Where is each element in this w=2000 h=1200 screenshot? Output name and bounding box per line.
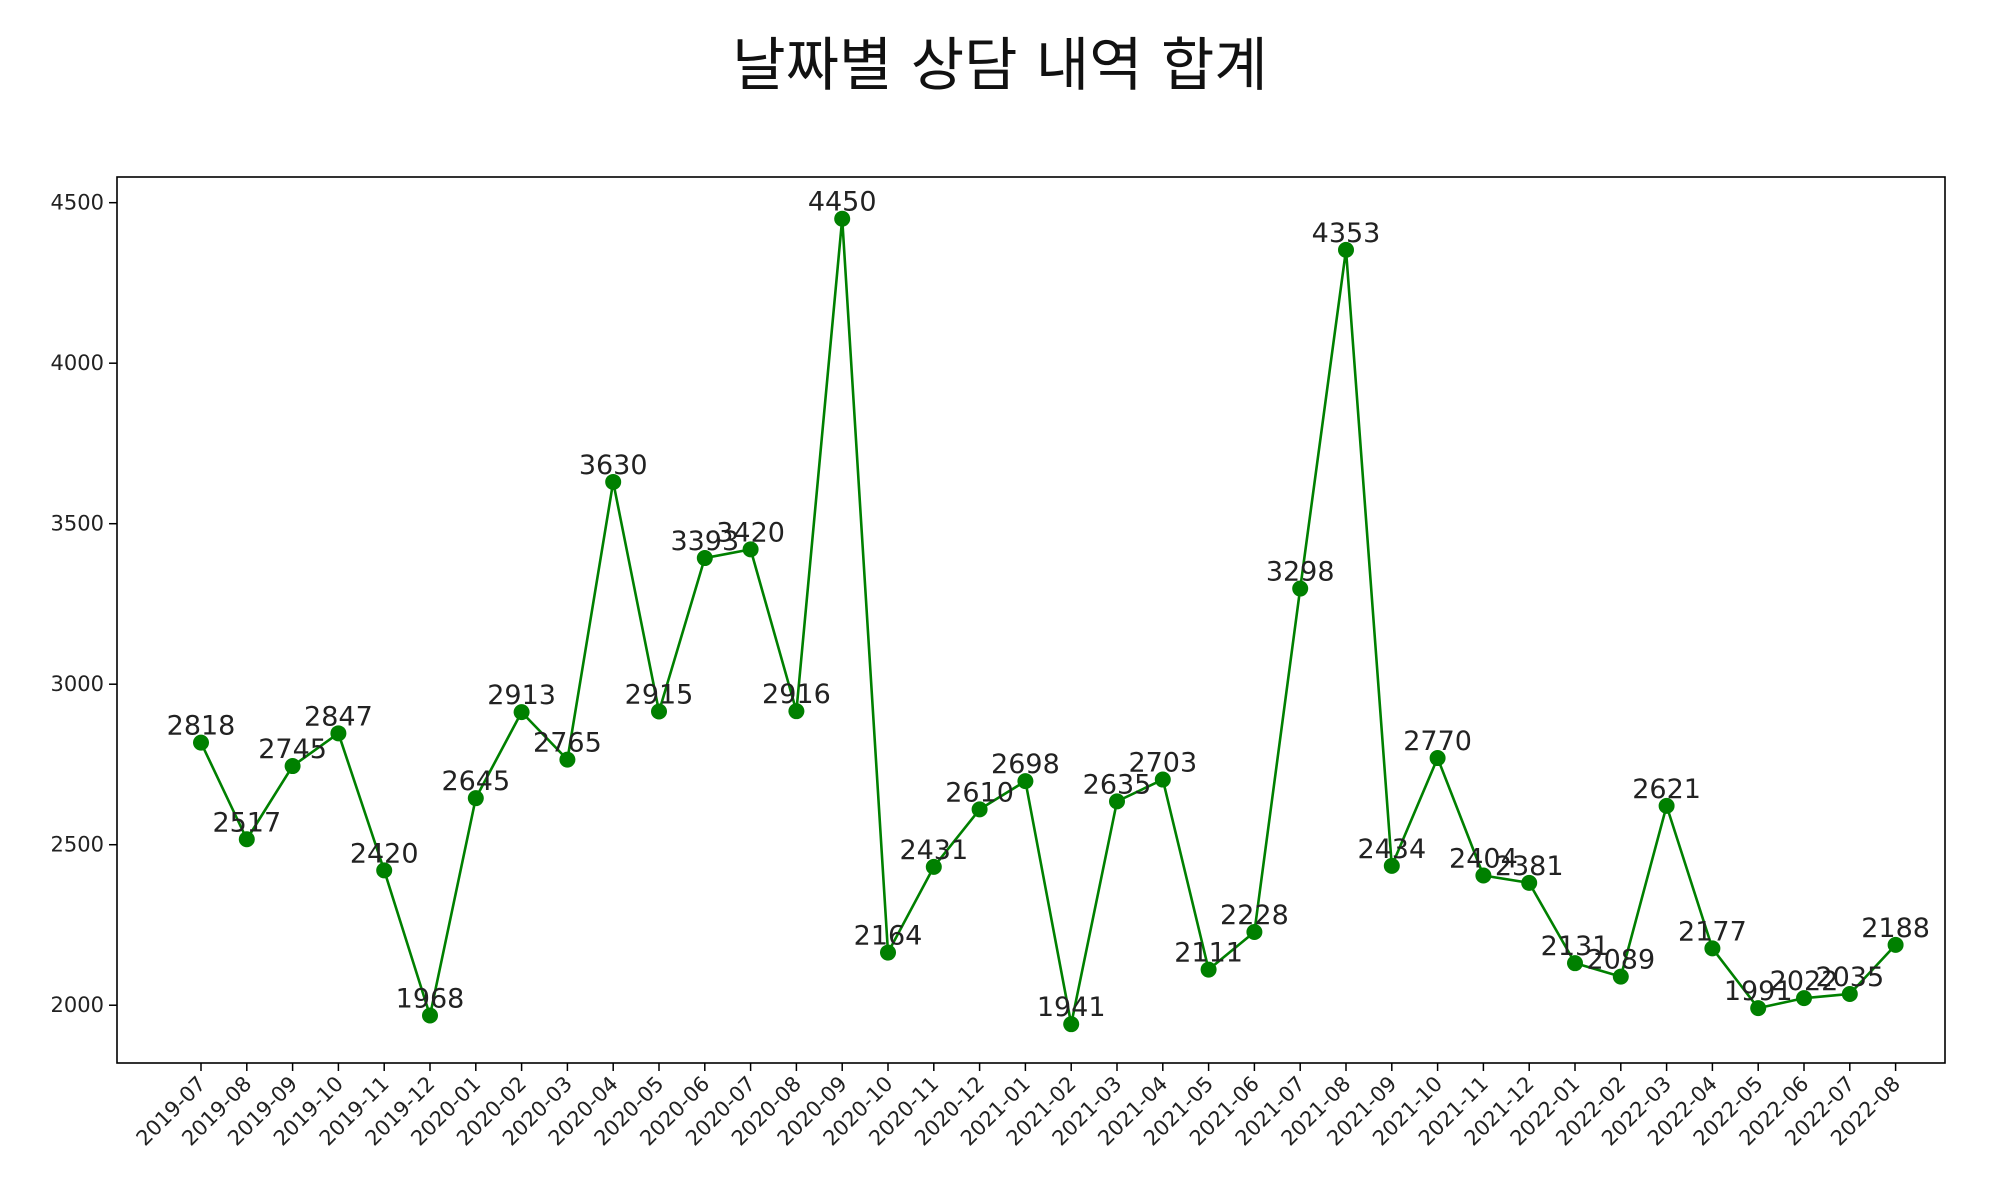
data-label: 2621 bbox=[1632, 774, 1701, 805]
plot-area-frame bbox=[116, 176, 1946, 1064]
data-label: 3420 bbox=[716, 517, 785, 548]
data-label: 1941 bbox=[1037, 992, 1106, 1023]
data-point bbox=[1063, 1016, 1080, 1033]
data-label: 2188 bbox=[1861, 913, 1930, 944]
data-label: 2404 bbox=[1449, 844, 1518, 875]
data-point bbox=[651, 703, 667, 720]
y-axis: 2000 2500 3000 3500 4000 4500 bbox=[51, 191, 117, 1017]
data-point bbox=[376, 862, 393, 879]
data-label: 1991 bbox=[1724, 976, 1793, 1007]
data-point bbox=[971, 801, 988, 818]
data-point bbox=[1887, 936, 1904, 953]
data-label: 2089 bbox=[1586, 945, 1655, 976]
data-label: 2035 bbox=[1815, 962, 1884, 993]
data-point bbox=[605, 473, 622, 490]
x-axis: 2019-072019-082019-092019-102019-112019-… bbox=[132, 1063, 1905, 1151]
data-label: 2915 bbox=[625, 679, 694, 710]
data-point bbox=[1658, 797, 1675, 814]
y-tick-label: 4500 bbox=[51, 191, 104, 215]
data-point bbox=[1475, 867, 1492, 884]
data-point bbox=[1521, 874, 1538, 891]
y-tick-label: 2500 bbox=[51, 833, 104, 857]
data-label: 2228 bbox=[1220, 900, 1289, 931]
data-point bbox=[1109, 793, 1125, 810]
data-label: 2635 bbox=[1083, 769, 1152, 800]
y-tick-label: 4000 bbox=[51, 351, 104, 375]
data-point bbox=[1017, 773, 1034, 790]
data-label: 3393 bbox=[670, 526, 739, 557]
data-point bbox=[559, 751, 576, 768]
series-line bbox=[199, 217, 1897, 1026]
data-label: 2434 bbox=[1357, 834, 1426, 865]
data-label: 2847 bbox=[304, 701, 373, 732]
data-label: 3298 bbox=[1266, 557, 1335, 588]
data-label: 2703 bbox=[1128, 748, 1197, 779]
data-label: 2916 bbox=[762, 679, 831, 710]
data-label: 2517 bbox=[212, 807, 281, 838]
data-point bbox=[742, 541, 759, 558]
data-label: 2610 bbox=[945, 777, 1014, 808]
data-label: 1968 bbox=[396, 983, 465, 1014]
data-point bbox=[1200, 961, 1217, 978]
y-tick-label: 3000 bbox=[51, 672, 104, 696]
data-label: 4450 bbox=[808, 187, 877, 218]
data-label: 2913 bbox=[487, 680, 556, 711]
data-point bbox=[1383, 857, 1400, 874]
data-point bbox=[1429, 750, 1446, 767]
data-point bbox=[1612, 968, 1629, 985]
data-label: 2111 bbox=[1174, 938, 1243, 969]
data-point bbox=[1796, 990, 1812, 1007]
data-label: 2765 bbox=[533, 728, 602, 759]
data-point bbox=[1292, 580, 1309, 597]
data-label: 3630 bbox=[579, 450, 648, 481]
data-label: 2420 bbox=[350, 838, 419, 869]
data-label: 2022 bbox=[1770, 966, 1839, 997]
data-point bbox=[1154, 771, 1171, 788]
data-point bbox=[834, 210, 851, 227]
data-point bbox=[238, 831, 255, 848]
data-point bbox=[422, 1007, 438, 1024]
y-tick-label: 2000 bbox=[51, 993, 104, 1017]
data-label: 2381 bbox=[1495, 851, 1564, 882]
data-label: 2698 bbox=[991, 749, 1060, 780]
series-line-group bbox=[193, 210, 1904, 1033]
data-label: 4353 bbox=[1312, 218, 1381, 249]
y-tick-label: 3500 bbox=[51, 512, 104, 536]
data-point bbox=[696, 550, 713, 567]
data-point bbox=[1246, 924, 1263, 941]
data-label: 2164 bbox=[854, 921, 923, 952]
data-point bbox=[1704, 940, 1721, 957]
data-label: 2745 bbox=[258, 734, 327, 765]
data-point bbox=[1338, 241, 1354, 258]
chart-title: 날짜별 상담 내역 합계 bbox=[732, 31, 1268, 99]
data-point bbox=[880, 944, 896, 961]
data-point bbox=[1567, 955, 1583, 972]
data-point bbox=[788, 703, 805, 720]
data-point bbox=[284, 758, 301, 775]
data-point bbox=[1841, 985, 1858, 1002]
data-point bbox=[1750, 1000, 1767, 1017]
data-label: 2770 bbox=[1403, 726, 1472, 757]
data-point bbox=[925, 858, 942, 875]
data-label: 2818 bbox=[167, 711, 236, 742]
data-point bbox=[467, 790, 484, 807]
data-label: 2645 bbox=[441, 766, 510, 797]
data-point bbox=[513, 704, 530, 721]
data-point bbox=[330, 725, 347, 742]
data-label: 2177 bbox=[1678, 916, 1747, 947]
data-point bbox=[193, 734, 209, 751]
data-label: 2131 bbox=[1541, 931, 1610, 962]
data-label: 2431 bbox=[899, 835, 968, 866]
